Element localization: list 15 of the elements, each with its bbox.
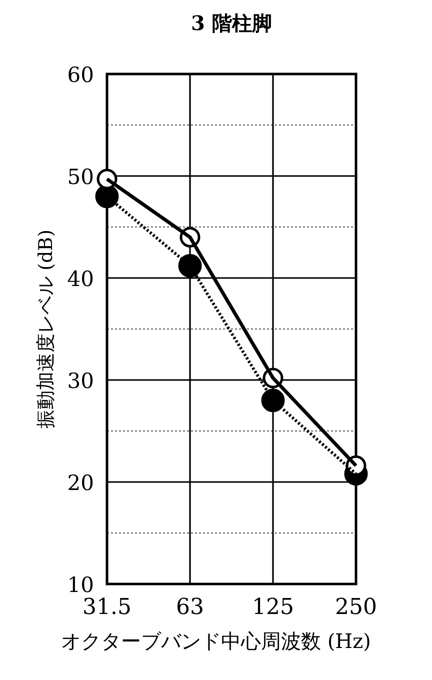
y-tick-label: 30 [67,369,94,393]
y-tick-label: 60 [67,63,94,87]
x-axis-title: オクターブバンド中心周波数 (Hz) [61,629,371,653]
x-tick-label: 31.5 [82,595,132,620]
y-tick-label: 10 [67,573,94,597]
x-tick-label: 250 [335,595,377,620]
y-tick-label: 20 [67,471,94,495]
y-axis-title: 振動加速度レベル (dB) [35,230,57,428]
x-tick-label: 125 [252,595,294,620]
x-tick-label: 63 [176,595,204,620]
point [178,254,202,278]
chart-title: 3 階柱脚 [191,11,272,35]
y-tick-label: 50 [67,165,94,189]
y-tick-label: 40 [67,267,94,291]
point [261,388,285,412]
